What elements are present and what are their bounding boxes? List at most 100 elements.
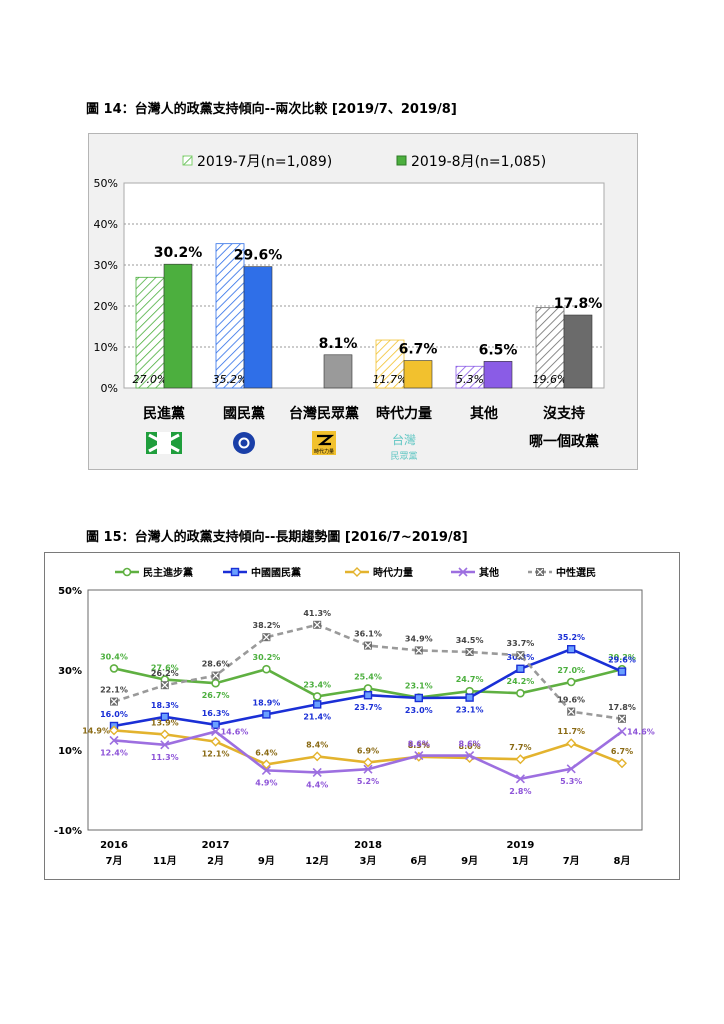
bar-2019-8 [483, 361, 513, 389]
data-point [363, 757, 373, 768]
data-label: 6.9% [357, 746, 379, 755]
x-category-label: 沒支持 [543, 405, 585, 422]
data-point [516, 688, 525, 698]
data-point [566, 764, 576, 774]
data-point [414, 646, 423, 655]
data-point [159, 729, 170, 740]
data-label: 8.6% [408, 740, 430, 749]
y-tick-label: 10% [58, 746, 82, 757]
data-point [515, 774, 525, 784]
data-point [567, 645, 576, 654]
data-point [211, 678, 220, 688]
dpp-logo [146, 432, 182, 454]
data-label: 5.2% [357, 777, 379, 786]
legend-item: 中性選民 [528, 566, 596, 579]
y-tick-label: 0% [101, 382, 118, 395]
data-point [465, 648, 474, 656]
legend-label: 中國國民黨 [251, 566, 301, 579]
data-label-2019-8: 17.8% [554, 296, 603, 312]
data-label: 25.4% [354, 672, 382, 681]
data-label-2019-7: 11.7% [373, 373, 408, 386]
bar-2019-7 [375, 339, 405, 389]
data-label: 24.2% [507, 677, 535, 686]
data-point [261, 759, 272, 770]
x-category-label: 民進黨 [143, 405, 185, 422]
legend-item: 民主進步黨 [115, 566, 193, 579]
data-point [313, 700, 322, 709]
data-label: 16.3% [202, 709, 230, 718]
x-tick-label: 12月 [305, 855, 329, 867]
bar-2019-8 [163, 263, 193, 389]
x-category-label: 台灣民眾黨 [289, 405, 359, 422]
data-label: 18.3% [151, 701, 179, 710]
npp-logo-text: 時代力量 [314, 448, 334, 455]
data-label: 23.4% [303, 680, 331, 689]
data-label: 38.2% [253, 621, 281, 630]
data-label: 36.1% [354, 630, 382, 639]
data-point [567, 707, 576, 716]
data-point [465, 751, 475, 761]
data-point [363, 691, 373, 700]
y-tick-label: 50% [58, 586, 82, 597]
data-point [617, 758, 627, 769]
data-label: 8.4% [306, 740, 328, 749]
data-label: 26.2% [151, 669, 179, 678]
legend-item: 時代力量 [345, 566, 413, 579]
data-label: 14.6% [221, 728, 249, 737]
x-tick-label: 1月 [512, 855, 529, 867]
data-point [230, 567, 240, 577]
data-label: 23.1% [456, 706, 484, 715]
data-label: 2.8% [509, 787, 531, 796]
data-label-2019-7: 27.0% [133, 373, 168, 386]
data-point [617, 727, 627, 737]
data-point [313, 620, 322, 629]
data-label-2019-8: 8.1% [319, 336, 358, 352]
figure-15-title: 圖 15：台灣人的政黨支持傾向--長期趨勢圖 [2016/7~2019/8] [86, 530, 468, 545]
data-label: 30.4% [100, 652, 128, 661]
data-label: 13.9% [151, 718, 179, 727]
bar-2019-8 [323, 354, 353, 389]
data-label: 11.7% [557, 727, 585, 736]
data-label: 28.6% [202, 660, 230, 669]
x-tick-label: 9月 [461, 855, 478, 867]
data-point [312, 692, 322, 701]
data-label-2019-8: 6.5% [479, 342, 518, 358]
x-category-label: 國民黨 [223, 405, 265, 422]
data-label: 29.6% [608, 656, 636, 665]
data-label-2019-7: 5.3% [456, 373, 484, 386]
data-point [210, 736, 221, 747]
figure-14-title: 圖 14：台灣人的政黨支持傾向--兩次比較 [2019/7、2019/8] [86, 102, 457, 117]
data-label: 26.7% [202, 691, 230, 700]
data-point [211, 727, 221, 737]
legend-item: 中國國民黨 [223, 566, 301, 579]
x-category-sublabel: 哪一個政黨 [529, 433, 599, 450]
data-label: 23.1% [405, 682, 433, 691]
data-point [160, 740, 170, 750]
data-label: 12.1% [202, 750, 230, 759]
data-label: 4.4% [306, 780, 328, 789]
y-tick-label: 30% [94, 259, 118, 272]
data-point [566, 738, 577, 749]
data-point [414, 751, 424, 761]
data-label: 30.2% [253, 653, 281, 662]
data-point [160, 681, 169, 690]
legend-label: 中性選民 [556, 566, 596, 579]
data-label: 8.3% [408, 741, 430, 750]
data-label: 6.7% [611, 747, 633, 756]
series-2: 16.0% 18.3% 16.3% 18.9% 21.4% 23.7% 23.0% 23.1%… [100, 633, 636, 731]
data-point [536, 568, 544, 576]
legend-label: 時代力量 [373, 566, 413, 579]
data-point [363, 684, 373, 693]
legend-swatch-hatched [182, 155, 193, 166]
x-year-label: 2018 [354, 840, 382, 851]
legend-label: 2019-8月(n=1,085) [411, 154, 546, 170]
bar-2019-7 [135, 276, 165, 389]
x-category-label: 其他 [470, 405, 498, 422]
data-label: 19.6% [557, 696, 585, 705]
data-label: 34.9% [405, 634, 433, 643]
data-label: 18.9% [253, 698, 281, 707]
data-point [352, 567, 362, 577]
x-category-label: 時代力量 [376, 405, 432, 422]
data-point [312, 767, 322, 777]
data-point [617, 667, 627, 676]
